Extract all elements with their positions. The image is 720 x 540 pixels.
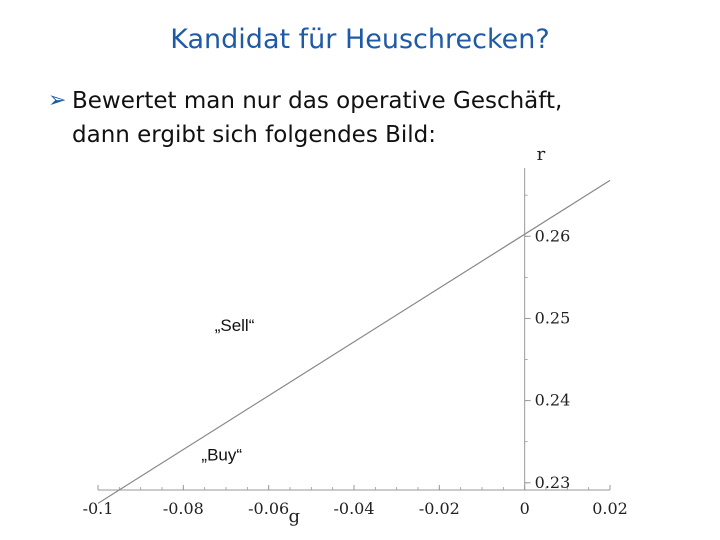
bullet-text-line-2: dann ergibt sich folgendes Bild: [72, 122, 437, 148]
series-line [97, 179, 611, 504]
x-tick-label: 0 [520, 499, 530, 518]
x-tick-label: 0.02 [592, 499, 628, 518]
y-tick-label: 0.24 [535, 391, 571, 410]
x-tick-label: -0.04 [333, 499, 374, 518]
x-tick-label: -0.1 [83, 499, 114, 518]
y-tick-label: 0.26 [535, 226, 571, 245]
annotation-label: „Sell“ [215, 316, 255, 335]
x-axis-label: g [289, 506, 301, 527]
y-axis-label: r [537, 144, 546, 165]
annotation-label: „Buy“ [201, 446, 242, 465]
y-tick-label: 0.23 [535, 473, 571, 492]
x-tick-label: -0.06 [248, 499, 289, 518]
y-tick-label: 0.25 [535, 308, 571, 327]
bullet-text-line-1: Bewertet man nur das operative Geschäft, [72, 88, 563, 114]
bullet-point: ➢ Bewertet man nur das operative Geschäf… [48, 84, 688, 152]
arrow-bullet-icon: ➢ [48, 88, 67, 113]
x-tick-label: -0.08 [163, 499, 204, 518]
x-tick-label: -0.02 [419, 499, 460, 518]
slide-title: Kandidat für Heuschrecken? [170, 24, 550, 55]
